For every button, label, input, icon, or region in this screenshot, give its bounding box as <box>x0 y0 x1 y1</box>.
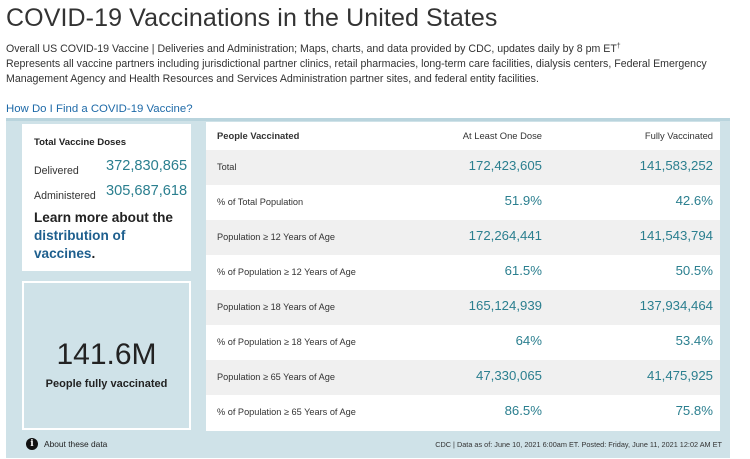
fully-vaccinated-value: 75.8% <box>675 403 713 418</box>
header-people-vaccinated: People Vaccinated <box>217 130 300 141</box>
delivered-row: Delivered 372,830,865 <box>34 158 188 179</box>
one-dose-value: 172,264,441 <box>468 228 542 243</box>
table-row: % of Population ≥ 65 Years of Age 86.5% … <box>206 395 720 430</box>
delivered-value: 372,830,865 <box>106 158 188 174</box>
dagger-footnote-mark: † <box>616 43 621 50</box>
subtitle-line-1: Overall US COVID-19 Vaccine | Deliveries… <box>6 43 617 55</box>
row-label: Total <box>217 162 237 172</box>
people-vaccinated-table: People Vaccinated At Least One Dose Full… <box>206 122 720 431</box>
table-row: % of Population ≥ 12 Years of Age 61.5% … <box>206 255 720 290</box>
row-label: Population ≥ 65 Years of Age <box>217 372 335 382</box>
distribution-link[interactable]: distribution of vaccines <box>34 228 126 261</box>
fully-vaccinated-value: 137,934,464 <box>639 298 713 313</box>
table-row: Population ≥ 65 Years of Age 47,330,065 … <box>206 360 720 395</box>
one-dose-value: 172,423,605 <box>468 158 542 173</box>
delivered-label: Delivered <box>34 165 79 177</box>
learn-more-suffix: . <box>91 246 96 261</box>
table-row: Total 172,423,605 141,583,252 <box>206 150 720 185</box>
one-dose-value: 64% <box>515 333 542 348</box>
one-dose-value: 47,330,065 <box>475 368 542 383</box>
one-dose-value: 165,124,939 <box>468 298 542 313</box>
row-label: % of Population ≥ 65 Years of Age <box>217 407 356 417</box>
learn-more-text: Learn more about the distribution of vac… <box>34 209 184 263</box>
row-label: % of Population ≥ 18 Years of Age <box>217 337 356 347</box>
info-icon: i <box>26 438 38 450</box>
learn-more-prefix: Learn more about the <box>34 210 173 225</box>
fully-vaccinated-value: 42.6% <box>675 193 713 208</box>
administered-row: Administered 305,687,618 <box>34 183 188 204</box>
row-label: Population ≥ 18 Years of Age <box>217 302 335 312</box>
header-fully-vaccinated: Fully Vaccinated <box>644 130 713 141</box>
table-row: Population ≥ 18 Years of Age 165,124,939… <box>206 290 720 325</box>
find-vaccine-link[interactable]: How Do I Find a COVID-19 Vaccine? <box>6 103 193 115</box>
total-doses-card: Total Vaccine Doses Delivered 372,830,86… <box>22 124 191 271</box>
fully-vaccinated-number: 141.6M <box>56 338 157 371</box>
fully-vaccinated-value: 53.4% <box>675 333 713 348</box>
fully-vaccinated-card: 141.6M People fully vaccinated <box>22 281 191 430</box>
subtitle-line-2: Represents all vaccine partners includin… <box>6 58 707 85</box>
data-source-note: CDC | Data as of: June 10, 2021 6:00am E… <box>435 440 722 449</box>
administered-label: Administered <box>34 190 96 202</box>
administered-value: 305,687,618 <box>106 183 188 199</box>
one-dose-value: 86.5% <box>504 403 542 418</box>
table-header: People Vaccinated At Least One Dose Full… <box>206 122 720 150</box>
page-subtitle: Overall US COVID-19 Vaccine | Deliveries… <box>6 39 746 87</box>
fully-vaccinated-value: 141,543,794 <box>639 228 713 243</box>
fully-vaccinated-value: 141,583,252 <box>639 158 713 173</box>
about-data-label: About these data <box>44 439 108 449</box>
row-label: % of Population ≥ 12 Years of Age <box>217 267 356 277</box>
total-doses-heading: Total Vaccine Doses <box>34 137 127 148</box>
fully-vaccinated-value: 41,475,925 <box>646 368 713 383</box>
about-data-button[interactable]: i About these data <box>26 438 107 450</box>
header-at-least-one-dose: At Least One Dose <box>462 130 542 141</box>
fully-vaccinated-label: People fully vaccinated <box>45 378 168 390</box>
table-row: % of Total Population 51.9% 42.6% <box>206 185 720 220</box>
row-label: % of Total Population <box>217 197 304 207</box>
one-dose-value: 51.9% <box>504 193 542 208</box>
table-row: Population ≥ 12 Years of Age 172,264,441… <box>206 220 720 255</box>
page-title: COVID-19 Vaccinations in the United Stat… <box>6 4 498 32</box>
one-dose-value: 61.5% <box>504 263 542 278</box>
row-label: Population ≥ 12 Years of Age <box>217 232 335 242</box>
table-row: % of Population ≥ 18 Years of Age 64% 53… <box>206 325 720 360</box>
fully-vaccinated-value: 50.5% <box>675 263 713 278</box>
